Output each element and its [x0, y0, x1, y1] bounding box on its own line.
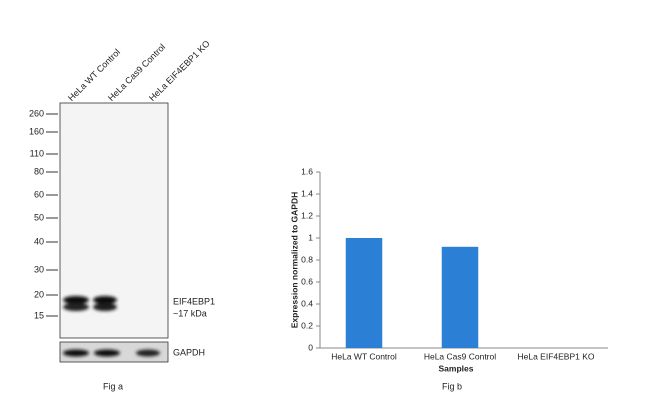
bar — [441, 246, 479, 348]
target-size: ~17 kDa — [173, 308, 207, 318]
marker-label: 50 — [34, 212, 44, 222]
marker-label: 40 — [34, 236, 44, 246]
loading-bands — [63, 349, 160, 357]
target-label: EIF4EBP1 — [173, 296, 215, 306]
marker-label: 80 — [34, 166, 44, 176]
x-tick-label: HeLa WT Control — [331, 351, 397, 361]
caption: Fig a — [103, 381, 123, 391]
y-tick-label: 1.2 — [301, 210, 313, 220]
y-tick-label: 0.4 — [301, 298, 313, 308]
marker-label: 260 — [29, 108, 44, 118]
marker-label: 30 — [34, 264, 44, 274]
y-tick-label: 0 — [308, 342, 313, 352]
marker-label: 160 — [29, 126, 44, 136]
y-tick-label: 1.4 — [301, 188, 313, 198]
y-tick-label: 1.6 — [301, 166, 313, 176]
marker-label: 110 — [30, 148, 44, 158]
loading-label: GAPDH — [173, 347, 205, 357]
bar — [345, 238, 383, 348]
y-tick-label: 0.2 — [301, 320, 313, 330]
marker-label: 20 — [34, 289, 44, 299]
caption: Fig b — [442, 381, 462, 391]
y-axis-label: Expression normalized to GAPDH — [289, 192, 299, 329]
marker-label: 15 — [34, 310, 44, 320]
x-tick-label: HeLa Cas9 Control — [424, 351, 496, 361]
y-tick-label: 0.8 — [301, 254, 313, 264]
marker-label: 60 — [34, 189, 44, 199]
x-axis-label: Samples — [439, 363, 474, 373]
target-bands — [63, 296, 117, 311]
y-tick-label: 1 — [308, 232, 313, 242]
y-tick-label: 0.6 — [301, 276, 313, 286]
x-tick-label: HeLa EIF4EBP1 KO — [517, 351, 594, 361]
